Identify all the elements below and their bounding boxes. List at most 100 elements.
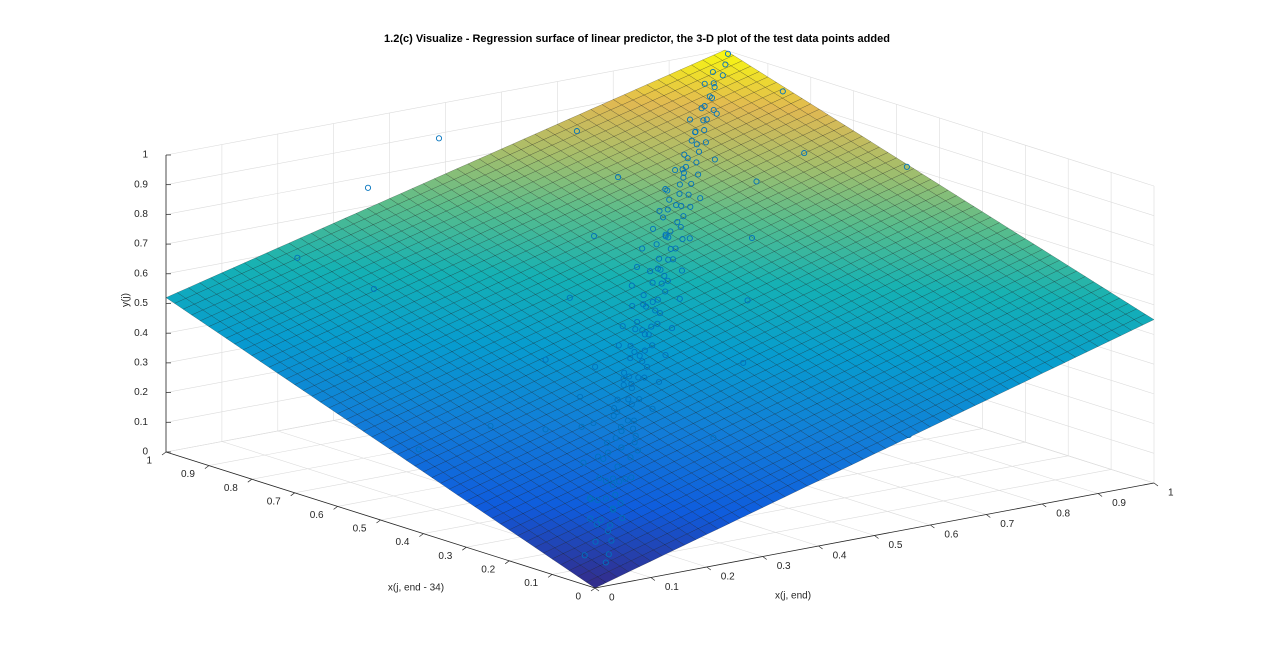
scatter-point	[614, 408, 621, 415]
scatter-point	[627, 454, 634, 461]
x-tick	[594, 587, 600, 592]
scatter-point	[542, 426, 549, 433]
scatter-point	[681, 151, 688, 158]
scatter-point	[903, 163, 910, 170]
scatter-point	[566, 294, 573, 301]
scatter-point	[628, 401, 635, 408]
x-tick-label: 0.8	[1056, 509, 1070, 520]
z-tick-label: 0.4	[134, 328, 148, 339]
scatter-point	[801, 150, 808, 157]
scatter-point	[695, 171, 702, 178]
scatter-point	[664, 187, 671, 194]
scatter-point	[573, 128, 580, 135]
scatter-point	[662, 351, 669, 359]
scatter-point	[294, 254, 301, 261]
scatter-point	[487, 422, 494, 430]
scatter-point	[678, 202, 685, 209]
scatter-point	[615, 174, 622, 181]
x-tick	[1153, 482, 1159, 487]
scatter-point	[700, 117, 707, 124]
y-tick-label: 0.6	[310, 510, 324, 521]
scatter-point	[679, 166, 686, 173]
y-tick-label: 0	[575, 592, 581, 603]
scatter-point	[656, 310, 664, 317]
scatter-point	[630, 425, 637, 432]
scatter-point	[580, 459, 587, 466]
scatter-point	[595, 453, 602, 460]
scatter-point	[662, 231, 669, 238]
scatter-point	[628, 282, 635, 289]
scatter-point	[719, 72, 726, 79]
scatter-point	[620, 381, 627, 389]
scatter-point	[577, 393, 584, 400]
scatter-point	[586, 495, 593, 502]
x-tick-label: 0.5	[889, 540, 903, 551]
scatter-point	[665, 256, 672, 263]
scatter-point	[649, 225, 657, 232]
scatter-point	[610, 475, 617, 482]
scatter-point	[631, 439, 638, 446]
scatter-point	[692, 128, 699, 135]
y-tick-label: 0.7	[267, 496, 281, 507]
scatter-point	[724, 50, 732, 57]
scatter-point	[649, 405, 656, 412]
scatter-point	[710, 434, 717, 441]
scatter-point	[592, 538, 599, 545]
z-tick-label: 0.8	[134, 209, 148, 220]
x-tick-label: 0.2	[721, 572, 735, 583]
scatter-point	[628, 385, 635, 392]
scatter-point	[627, 342, 634, 349]
surface-cell	[586, 576, 607, 589]
x-tick	[706, 566, 712, 571]
y-tick-label: 1	[146, 456, 152, 467]
scatter-point	[674, 218, 681, 226]
y-tick	[462, 546, 467, 551]
x-tick-label: 0.4	[833, 551, 847, 562]
scatter-point	[706, 93, 713, 100]
scatter-point	[634, 447, 641, 454]
scatter-point	[628, 380, 635, 387]
scatter-point	[609, 481, 616, 488]
scatter-point	[686, 235, 693, 242]
scatter-point	[636, 352, 643, 359]
scatter-point	[625, 396, 632, 403]
scatter-point	[744, 297, 751, 304]
scatter-point	[602, 495, 609, 502]
side-wall-grid-line	[724, 49, 1155, 187]
scatter-point	[632, 432, 639, 439]
scatter-point	[542, 356, 549, 363]
scatter-point	[634, 318, 641, 326]
x-tick	[1097, 493, 1103, 497]
z-tick-label: 0.3	[134, 358, 148, 369]
scatter-point	[618, 428, 625, 435]
scatter-point	[652, 307, 659, 314]
y-tick	[333, 506, 338, 510]
scatter-point	[677, 223, 684, 231]
scatter-point	[639, 358, 646, 365]
scatter-point	[648, 323, 655, 330]
scatter-point	[701, 103, 708, 110]
y-tick	[204, 465, 210, 469]
scatter-point	[656, 255, 663, 262]
back-wall-grid-line	[165, 49, 726, 156]
y-tick	[590, 587, 596, 592]
x-tick	[1041, 503, 1047, 508]
scatter-point	[640, 292, 647, 299]
scatter-point	[748, 234, 756, 242]
scatter-point	[680, 174, 687, 181]
scatter-point	[653, 241, 660, 248]
y-tick-label: 0.3	[438, 551, 452, 562]
scatter-point	[629, 302, 636, 310]
scatter-point	[662, 288, 669, 295]
scatter-points-above	[294, 50, 910, 566]
scatter-point	[753, 178, 760, 185]
x-tick	[986, 514, 991, 518]
x-tick-label: 0.9	[1112, 498, 1126, 509]
x-tick-label: 0	[609, 593, 615, 604]
axes: 0 0 0 0.1 0.1 0.1 0.2 0.2 0.2 0.3 0.3 0.3 0.4 0.4 0.4 0…	[121, 150, 1174, 604]
scatter-point	[688, 180, 695, 187]
scatter-point	[581, 552, 588, 559]
scatter-point	[610, 405, 618, 412]
scatter-point	[600, 455, 607, 462]
scatter-point	[641, 374, 648, 381]
